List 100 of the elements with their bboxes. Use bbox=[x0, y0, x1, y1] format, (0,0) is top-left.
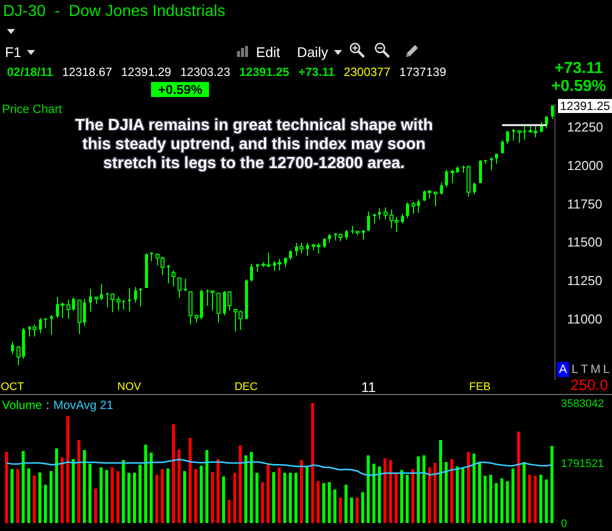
bar bbox=[461, 468, 464, 523]
bar bbox=[5, 452, 8, 523]
bar bbox=[344, 484, 348, 523]
bar bbox=[406, 474, 409, 523]
bar bbox=[82, 450, 86, 523]
bar bbox=[411, 469, 414, 523]
bar bbox=[322, 483, 326, 523]
y-tick-label: 12250 bbox=[567, 120, 604, 135]
text: +0.59% bbox=[151, 82, 210, 97]
bar bbox=[316, 481, 320, 523]
bar bbox=[294, 472, 298, 523]
bar bbox=[50, 471, 53, 523]
bar bbox=[216, 459, 220, 523]
bar bbox=[38, 472, 42, 523]
bar bbox=[444, 462, 448, 523]
candlestick bbox=[178, 276, 182, 298]
bar bbox=[233, 472, 236, 523]
candlestick bbox=[545, 116, 548, 129]
bar bbox=[178, 450, 181, 523]
bar bbox=[494, 483, 498, 523]
candlestick bbox=[512, 128, 515, 142]
bar bbox=[372, 464, 376, 523]
y-tick-label: 1791521 bbox=[561, 458, 604, 470]
bar bbox=[450, 459, 454, 523]
candlestick bbox=[367, 210, 370, 232]
candlestick bbox=[44, 318, 47, 329]
text: 250.0 bbox=[570, 377, 608, 394]
bar bbox=[361, 492, 364, 523]
y-tick-label: 11500 bbox=[567, 234, 602, 250]
bar bbox=[150, 452, 153, 523]
candlestick bbox=[216, 292, 220, 323]
bar bbox=[66, 416, 70, 523]
candlestick bbox=[401, 213, 404, 224]
bar bbox=[328, 482, 331, 523]
bar bbox=[55, 448, 58, 523]
bar bbox=[32, 475, 36, 523]
y-tick-label: 0 bbox=[561, 518, 568, 530]
candlestick bbox=[284, 256, 287, 268]
bar bbox=[389, 460, 392, 523]
candlestick bbox=[39, 318, 42, 334]
candlestick bbox=[89, 288, 92, 312]
bar bbox=[489, 474, 492, 523]
bar bbox=[250, 452, 253, 523]
bar bbox=[394, 472, 398, 523]
text: Daily bbox=[297, 44, 328, 60]
bar bbox=[138, 464, 142, 523]
bar bbox=[517, 432, 520, 523]
bar bbox=[44, 484, 47, 523]
bar bbox=[116, 471, 120, 523]
text: Edit bbox=[256, 44, 280, 60]
bar bbox=[478, 462, 482, 523]
y-tick-label: 12000 bbox=[567, 158, 604, 173]
bar bbox=[155, 474, 158, 523]
bar bbox=[550, 446, 554, 523]
bar bbox=[534, 476, 537, 523]
bar bbox=[228, 500, 231, 523]
candlestick bbox=[323, 238, 326, 248]
y-tick-label: 11000 bbox=[567, 311, 602, 326]
text: A L T M L bbox=[558, 362, 610, 377]
annotation: The DJIA remains in great technical shape with this steady uptrend, and this index may soon stretch its legs to the 12700-12800 area. bbox=[74, 116, 434, 173]
bar bbox=[166, 468, 170, 523]
bar bbox=[528, 474, 532, 523]
bar bbox=[422, 455, 426, 523]
bar bbox=[416, 456, 420, 523]
bar bbox=[183, 471, 186, 523]
bar bbox=[133, 472, 136, 523]
bar bbox=[300, 460, 303, 523]
bar bbox=[72, 459, 75, 523]
x-tick-label: DEC bbox=[234, 381, 258, 393]
bar bbox=[200, 466, 203, 523]
candlestick bbox=[445, 169, 448, 188]
bar bbox=[278, 467, 281, 523]
bar bbox=[22, 450, 25, 523]
bar bbox=[338, 498, 342, 523]
bar bbox=[283, 472, 286, 523]
bar bbox=[456, 466, 459, 523]
candlestick bbox=[434, 192, 438, 207]
text: MovAvg 21 bbox=[53, 398, 114, 412]
bar bbox=[16, 469, 20, 523]
candlestick bbox=[473, 182, 476, 195]
candlestick bbox=[440, 182, 443, 195]
text: 02/18/11 12318.67 12391.29 12303.23 12391.25 +73.11 2300377 1737139 bbox=[7, 65, 446, 79]
candlestick bbox=[128, 288, 131, 312]
candlestick bbox=[362, 229, 365, 240]
bar bbox=[238, 445, 242, 523]
bar bbox=[94, 488, 98, 523]
bar bbox=[255, 472, 258, 523]
bar bbox=[205, 450, 208, 523]
bar bbox=[500, 478, 504, 523]
bar bbox=[333, 490, 336, 523]
text: 12391.25 bbox=[558, 99, 612, 113]
candlestick bbox=[406, 202, 409, 219]
candlestick bbox=[501, 140, 504, 154]
bar bbox=[88, 464, 92, 523]
bar bbox=[356, 498, 359, 523]
bar bbox=[439, 440, 442, 523]
candlestick bbox=[289, 250, 292, 260]
bar bbox=[378, 466, 381, 523]
bar bbox=[539, 474, 542, 523]
bar bbox=[100, 467, 103, 523]
